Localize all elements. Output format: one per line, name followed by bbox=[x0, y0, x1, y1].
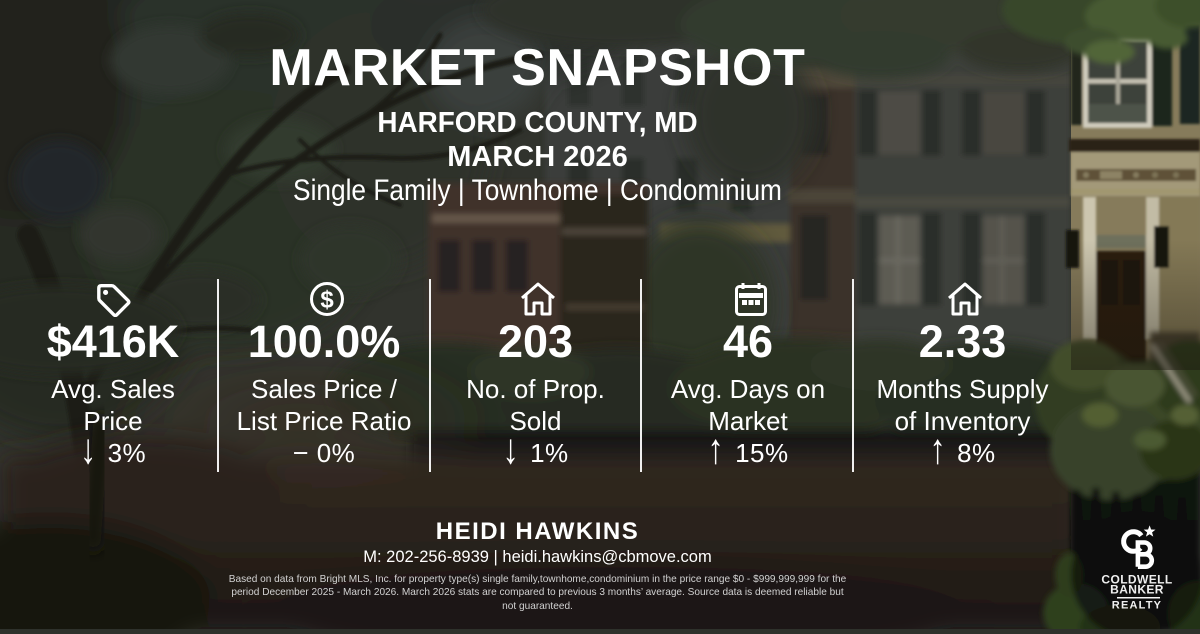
svg-text:$: $ bbox=[320, 287, 334, 314]
svg-text:BANKER: BANKER bbox=[1110, 583, 1164, 597]
svg-text:COLDWELL: COLDWELL bbox=[1101, 573, 1172, 587]
svg-text:REALTY: REALTY bbox=[1112, 600, 1162, 612]
